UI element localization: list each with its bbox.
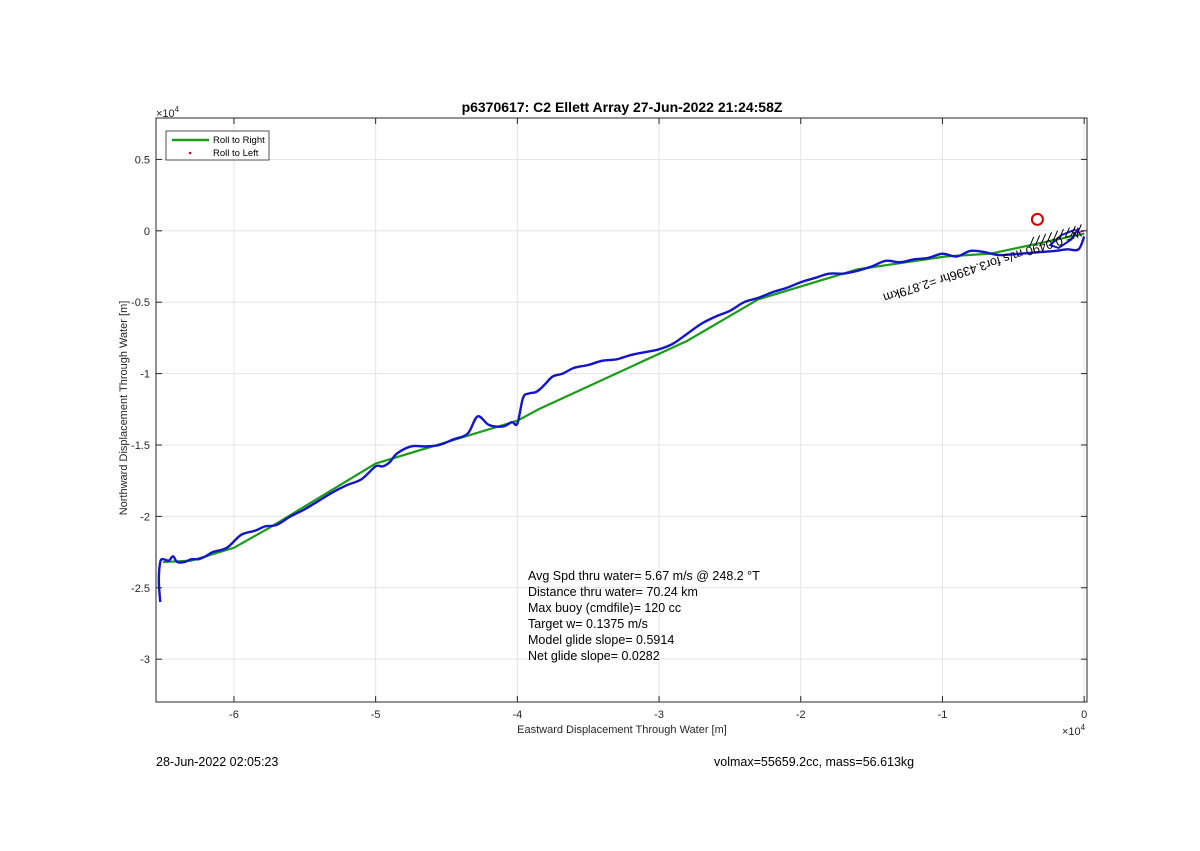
x-axis-label: Eastward Displacement Through Water [m]: [517, 724, 727, 736]
y-exponent-label: ×104: [156, 105, 180, 120]
y-tick-label: -2: [140, 511, 150, 523]
grid: [156, 118, 1087, 702]
x-tick-label: -3: [654, 709, 664, 721]
current-vector: [1052, 230, 1058, 241]
stat-max-buoy: Max buoy (cmdfile)= 120 cc: [528, 601, 681, 615]
legend: Roll to Right Roll to Left: [165, 130, 270, 161]
stat-avg-speed: Avg Spd thru water= 5.67 m/s @ 248.2 °T: [528, 569, 760, 583]
track-origin-loop: [1048, 227, 1080, 250]
series-roll-to-right-line: [163, 232, 1085, 564]
current-vector: [1070, 225, 1076, 237]
chart-title: p6370617: C2 Ellett Array 27-Jun-2022 21…: [462, 99, 783, 115]
stat-model-glide-slope: Model glide slope= 0.5914: [528, 633, 674, 647]
current-vector: [1034, 235, 1041, 246]
plot-area: [157, 212, 1086, 603]
y-tick-label: -0.5: [131, 297, 150, 309]
start-position-circle: [1030, 212, 1044, 226]
stat-target-w: Target w= 0.1375 m/s: [528, 617, 648, 631]
y-tick-label: -1.5: [131, 440, 150, 452]
x-exponent-label: ×104: [1062, 723, 1086, 738]
current-vector: [1029, 236, 1035, 248]
series-glider-track: [157, 236, 1086, 603]
current-vector: [1046, 232, 1053, 243]
x-tick-label: -1: [938, 709, 948, 721]
x-tick-label: -4: [512, 709, 522, 721]
current-vector: [1064, 227, 1070, 238]
legend-box: [165, 130, 270, 161]
y-tick-label: -2.5: [131, 583, 150, 595]
current-vector: [1040, 233, 1047, 244]
legend-label-roll-right: Roll to Right: [213, 135, 265, 146]
x-tick-label: -2: [796, 709, 806, 721]
y-tick-label: -3: [140, 654, 150, 666]
y-tick-label: 0.5: [135, 154, 150, 166]
legend-swatch-roll-left: [188, 151, 192, 155]
x-tick-label: 0: [1081, 709, 1087, 721]
footer-mass-info: volmax=55659.2cc, mass=56.613kg: [714, 755, 914, 769]
stats-block: Avg Spd thru water= 5.67 m/s @ 248.2 °T …: [528, 569, 760, 663]
y-tick-label: 0: [144, 226, 150, 238]
tick-marks: [156, 118, 1087, 702]
legend-label-roll-left: Roll to Left: [213, 148, 259, 159]
current-vector: [1058, 228, 1064, 240]
y-tick-label: -1: [140, 369, 150, 381]
stat-net-glide-slope: Net glide slope= 0.0282: [528, 649, 660, 663]
x-tick-label: -5: [371, 709, 381, 721]
footer-timestamp: 28-Jun-2022 02:05:23: [156, 755, 278, 769]
x-tick-label: -6: [229, 709, 239, 721]
x-tick-labels: -6 -5 -4 -3 -2 -1 0: [229, 709, 1087, 721]
axes-frame: [155, 117, 1088, 703]
y-axis-label: Northward Displacement Through Water [m]: [118, 301, 130, 516]
stat-distance: Distance thru water= 70.24 km: [528, 585, 698, 599]
y-tick-labels: 0.5 0 -0.5 -1 -1.5 -2 -2.5 -3: [131, 154, 150, 666]
